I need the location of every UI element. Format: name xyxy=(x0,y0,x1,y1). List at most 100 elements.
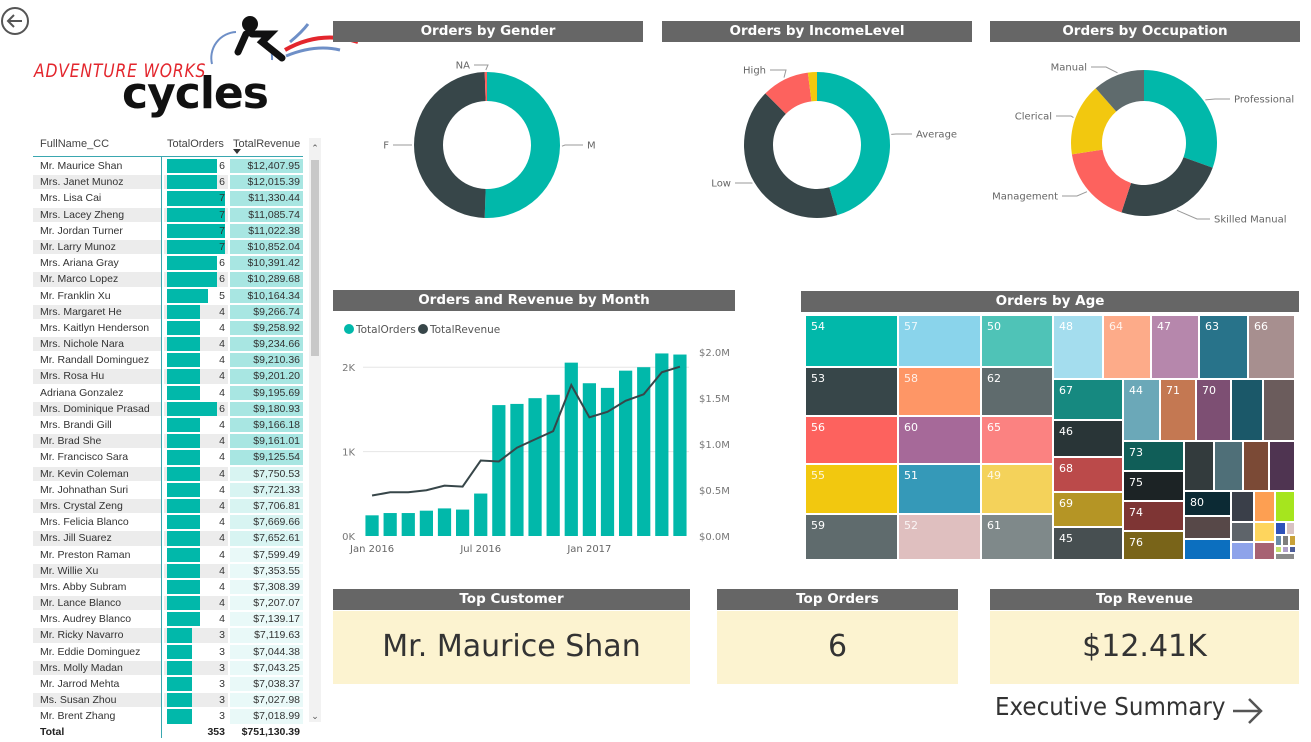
treemap-tile-age-69[interactable]: 69 xyxy=(1054,493,1122,526)
treemap-tile[interactable] xyxy=(1276,554,1294,559)
treemap-tile-age-67[interactable]: 67 xyxy=(1054,380,1122,419)
treemap-tile-age-71[interactable]: 71 xyxy=(1161,380,1195,440)
treemap-tile-age-50[interactable]: 50 xyxy=(982,316,1052,366)
treemap-tile-age-73[interactable]: 73 xyxy=(1124,442,1183,470)
donut-slice-professional[interactable] xyxy=(1144,70,1217,168)
table-row[interactable]: Mrs. Lacey Zheng 7 $11,085.74 xyxy=(33,207,303,223)
treemap-tile-age-59[interactable]: 59 xyxy=(806,515,897,559)
column-header-fullname[interactable]: FullName_CC xyxy=(40,138,110,150)
table-row[interactable]: Mrs. Janet Munoz 6 $12,015.39 xyxy=(33,174,303,190)
treemap-tile-age-51[interactable]: 51 xyxy=(899,465,980,513)
treemap-tile[interactable] xyxy=(1276,536,1281,545)
table-row[interactable]: Adriana Gonzalez 4 $9,195.69 xyxy=(33,385,303,401)
treemap-tile-age-45[interactable]: 45 xyxy=(1054,528,1122,559)
table-row[interactable]: Mr. Eddie Dominguez 3 $7,044.38 xyxy=(33,644,303,660)
treemap-tile-age-57[interactable]: 57 xyxy=(899,316,980,366)
treemap-tile-age-58[interactable]: 58 xyxy=(899,368,980,415)
donut-slice-very-high[interactable] xyxy=(807,72,817,102)
column-header-totalorders[interactable]: TotalOrders xyxy=(167,138,224,150)
orders-bar[interactable] xyxy=(582,383,596,536)
table-row[interactable]: Mr. Preston Raman 4 $7,599.49 xyxy=(33,547,303,563)
legend-label[interactable]: TotalRevenue xyxy=(429,324,500,336)
table-row[interactable]: Mr. Willie Xu 4 $7,353.55 xyxy=(33,563,303,579)
back-button[interactable] xyxy=(0,6,30,36)
table-row[interactable]: Mrs. Dominique Prasad 6 $9,180.93 xyxy=(33,401,303,417)
table-scrollbar[interactable]: ⌃ ⌄ xyxy=(309,138,321,722)
table-row[interactable]: Mr. Brent Zhang 3 $7,018.99 xyxy=(33,708,303,724)
executive-summary-link[interactable]: Executive Summary xyxy=(995,692,1275,730)
treemap-tile[interactable] xyxy=(1185,540,1230,559)
orders-bar[interactable] xyxy=(401,513,415,536)
treemap-tile-age-52[interactable]: 52 xyxy=(899,515,980,559)
treemap-tile-age-53[interactable]: 53 xyxy=(806,368,897,415)
treemap-tile-age-66[interactable]: 66 xyxy=(1249,316,1294,378)
orders-bar[interactable] xyxy=(600,387,615,536)
scroll-up-icon[interactable]: ⌃ xyxy=(311,143,319,153)
treemap-tile-age-62[interactable]: 62 xyxy=(982,368,1052,415)
treemap-tile[interactable] xyxy=(1276,492,1294,521)
table-row[interactable]: Mrs. Brandi Gill 4 $9,166.18 xyxy=(33,417,303,433)
treemap-tile-age-75[interactable]: 75 xyxy=(1124,472,1183,500)
table-row[interactable]: Ms. Susan Zhou 3 $7,027.98 xyxy=(33,692,303,708)
treemap-tile-age-48[interactable]: 48 xyxy=(1054,316,1102,378)
orders-bar[interactable] xyxy=(528,398,542,536)
orders-bar[interactable] xyxy=(456,509,470,536)
table-row[interactable]: Mr. Jarrod Mehta 3 $7,038.37 xyxy=(33,676,303,692)
donut-slice-average[interactable] xyxy=(817,72,890,216)
column-header-totalrevenue[interactable]: TotalRevenue xyxy=(233,138,301,150)
table-row[interactable]: Mrs. Felicia Blanco 4 $7,669.66 xyxy=(33,514,303,530)
revenue-line[interactable] xyxy=(371,365,681,497)
table-row[interactable]: Mrs. Jill Suarez 4 $7,652.61 xyxy=(33,530,303,546)
table-row[interactable]: Mrs. Kaitlyn Henderson 4 $9,258.92 xyxy=(33,320,303,336)
orders-bar[interactable] xyxy=(673,354,687,536)
treemap-tile[interactable] xyxy=(1255,543,1274,559)
orders-bar[interactable] xyxy=(510,403,524,536)
donut-slice-clerical[interactable] xyxy=(1071,88,1117,155)
table-row[interactable]: Mr. Franklin Xu 5 $10,164.34 xyxy=(33,288,303,304)
treemap-tile-age-46[interactable]: 46 xyxy=(1054,421,1122,456)
treemap-tile[interactable] xyxy=(1283,547,1288,552)
table-row[interactable]: Mrs. Audrey Blanco 4 $7,139.17 xyxy=(33,611,303,627)
treemap-tile-age-60[interactable]: 60 xyxy=(899,417,980,463)
table-row[interactable]: Mr. Randall Dominguez 4 $9,210.36 xyxy=(33,352,303,368)
table-row[interactable]: Mr. Brad She 4 $9,161.01 xyxy=(33,433,303,449)
scroll-down-icon[interactable]: ⌄ xyxy=(311,711,319,721)
table-row[interactable]: Mr. Francisco Sara 4 $9,125.54 xyxy=(33,449,303,465)
treemap-tile-age-44[interactable]: 44 xyxy=(1124,380,1159,440)
treemap-tile[interactable] xyxy=(1283,536,1288,545)
table-row[interactable]: Mrs. Molly Madan 3 $7,043.25 xyxy=(33,660,303,676)
table-row[interactable]: Mrs. Ariana Gray 6 $10,391.42 xyxy=(33,255,303,271)
treemap-tile[interactable] xyxy=(1287,523,1294,534)
donut-slice-f[interactable] xyxy=(414,72,486,218)
orders-bar[interactable] xyxy=(619,370,633,536)
table-row[interactable]: Mr. Ricky Navarro 3 $7,119.63 xyxy=(33,627,303,643)
orders-bar[interactable] xyxy=(419,510,433,536)
orders-bar[interactable] xyxy=(546,394,560,536)
donut-slice-m[interactable] xyxy=(484,72,561,219)
table-row[interactable]: Mrs. Abby Subram 4 $7,308.39 xyxy=(33,579,303,595)
treemap-tile-age-65[interactable]: 65 xyxy=(982,417,1052,463)
treemap-tile[interactable] xyxy=(1276,547,1281,552)
donut-slice-high[interactable] xyxy=(765,72,812,114)
orders-bar[interactable] xyxy=(383,513,397,536)
treemap-tile-age-49[interactable]: 49 xyxy=(982,465,1052,513)
treemap-tile[interactable] xyxy=(1270,442,1294,490)
table-row[interactable]: Mr. Kevin Coleman 4 $7,750.53 xyxy=(33,466,303,482)
treemap-tile[interactable] xyxy=(1185,442,1213,490)
orders-bar[interactable] xyxy=(474,493,488,536)
donut-slice-management[interactable] xyxy=(1071,149,1132,213)
table-row[interactable]: Mr. Larry Munoz 7 $10,852.04 xyxy=(33,239,303,255)
table-row[interactable]: Mrs. Crystal Zeng 4 $7,706.81 xyxy=(33,498,303,514)
treemap-tile[interactable] xyxy=(1244,442,1268,490)
scrollbar-thumb[interactable] xyxy=(311,160,319,356)
table-row[interactable]: Mrs. Lisa Cai 7 $11,330.44 xyxy=(33,190,303,206)
table-row[interactable]: Mrs. Nichole Nara 4 $9,234.66 xyxy=(33,336,303,352)
legend-label[interactable]: TotalOrders xyxy=(355,324,416,336)
treemap-tile[interactable] xyxy=(1276,523,1285,534)
donut-slice-na[interactable] xyxy=(484,72,487,102)
treemap-tile-age-55[interactable]: 55 xyxy=(806,465,897,513)
orders-bar[interactable] xyxy=(655,353,669,536)
table-row[interactable]: Mrs. Margaret He 4 $9,266.74 xyxy=(33,304,303,320)
treemap-tile-age-61[interactable]: 61 xyxy=(982,515,1052,559)
treemap-tile[interactable] xyxy=(1232,492,1253,521)
